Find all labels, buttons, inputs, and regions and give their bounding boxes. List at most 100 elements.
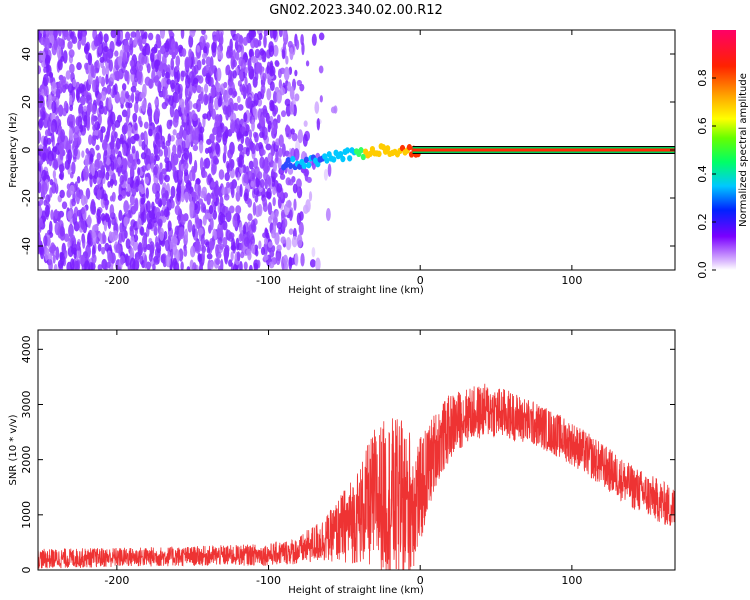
noise-blob: [100, 90, 107, 102]
y-tick-label: 40: [20, 47, 33, 61]
spectrogram-x-axis: -200 -100 0 100: [104, 30, 582, 287]
noise-blob: [170, 185, 176, 199]
noise-blob: [287, 81, 292, 92]
noise-blob: [272, 161, 277, 173]
noise-blob: [238, 70, 244, 81]
noise-blob: [44, 129, 50, 137]
noise-blob: [59, 165, 65, 172]
noise-blob: [290, 128, 295, 135]
noise-blob: [176, 188, 181, 202]
noise-blob: [76, 176, 81, 184]
noise-blob: [263, 30, 269, 37]
noise-blob: [116, 137, 120, 150]
noise-blob: [262, 197, 268, 207]
tone-blob: [331, 156, 337, 163]
noise-blob: [132, 112, 138, 123]
noise-blob: [110, 30, 117, 39]
noise-blob: [236, 95, 241, 104]
noise-blob: [38, 234, 41, 247]
noise-blob: [59, 251, 64, 261]
noise-blob: [85, 147, 90, 155]
noise-blob: [146, 210, 153, 225]
noise-blob: [277, 157, 282, 170]
noise-blob: [71, 198, 77, 207]
tone-blob: [344, 147, 350, 154]
noise-blob: [299, 211, 304, 221]
noise-blob: [269, 81, 275, 92]
noise-blob: [278, 227, 283, 235]
snr-x-axis: -200 -100 0 100: [104, 330, 582, 587]
noise-blob: [272, 186, 277, 196]
noise-blob: [60, 129, 66, 143]
noise-blob: [288, 228, 294, 235]
noise-blob: [236, 251, 241, 262]
noise-blob: [209, 260, 214, 270]
x-tick-label: -200: [104, 274, 129, 287]
noise-blob: [80, 220, 85, 230]
snr-xlabel: Height of straight line (km): [288, 585, 424, 596]
noise-blob: [161, 53, 167, 67]
snr-panel: -200 -100 0 100 0 1000 2000 3000 4000 Height of…: [8, 329, 676, 596]
noise-blob: [77, 30, 83, 42]
noise-blob: [153, 226, 158, 236]
noise-blob: [266, 88, 272, 101]
noise-blob: [85, 43, 89, 52]
noise-blob: [104, 262, 108, 270]
noise-blob: [311, 33, 317, 46]
noise-blob: [247, 96, 252, 109]
y-tick-label: 0: [20, 147, 33, 154]
noise-blob: [160, 45, 166, 55]
noise-blob: [129, 230, 135, 237]
noise-blob: [241, 83, 246, 93]
noise-blob: [67, 40, 73, 50]
noise-blob: [233, 263, 239, 270]
noise-blob: [48, 220, 53, 235]
noise-blob: [67, 149, 73, 162]
noise-blob: [257, 203, 263, 217]
noise-blob: [272, 90, 278, 104]
noise-blob: [285, 236, 292, 251]
noise-blob: [140, 91, 146, 99]
noise-blob: [159, 209, 165, 218]
noise-blob: [228, 87, 234, 96]
x-tick-label: -100: [256, 274, 281, 287]
noise-blob: [224, 252, 229, 265]
noise-blob: [75, 89, 80, 101]
noise-blob: [200, 190, 206, 199]
noise-blob: [228, 45, 234, 58]
x-tick-label: 0: [417, 574, 424, 587]
noise-blob: [75, 116, 80, 127]
noise-blob: [167, 220, 172, 232]
noise-blob: [234, 123, 240, 134]
noise-blob: [265, 143, 272, 151]
noise-blob: [258, 62, 263, 75]
noise-blob: [235, 190, 241, 202]
noise-blob: [76, 62, 82, 71]
noise-blob: [94, 159, 100, 171]
noise-blob: [250, 243, 256, 254]
noise-blob: [100, 213, 106, 222]
noise-blob: [179, 226, 185, 240]
noise-blob: [198, 263, 203, 270]
noise-blob: [67, 210, 72, 221]
noise-blob: [202, 113, 209, 120]
noise-blob: [186, 112, 190, 126]
noise-blob: [122, 143, 127, 156]
noise-blob: [121, 83, 127, 91]
noise-blob: [253, 187, 260, 196]
noise-blob: [114, 131, 118, 139]
noise-blob: [209, 217, 214, 231]
noise-blob: [150, 52, 155, 63]
noise-blob: [218, 169, 225, 180]
noise-blob: [95, 34, 101, 46]
noise-blob: [208, 102, 214, 112]
noise-blob: [192, 168, 196, 182]
noise-blob: [131, 145, 136, 154]
noise-blob: [276, 221, 283, 230]
noise-blob: [133, 37, 138, 46]
y-tick-label: 4000: [20, 335, 33, 363]
noise-blob: [250, 235, 255, 247]
noise-blob: [103, 151, 107, 164]
tone-blob: [306, 161, 312, 169]
